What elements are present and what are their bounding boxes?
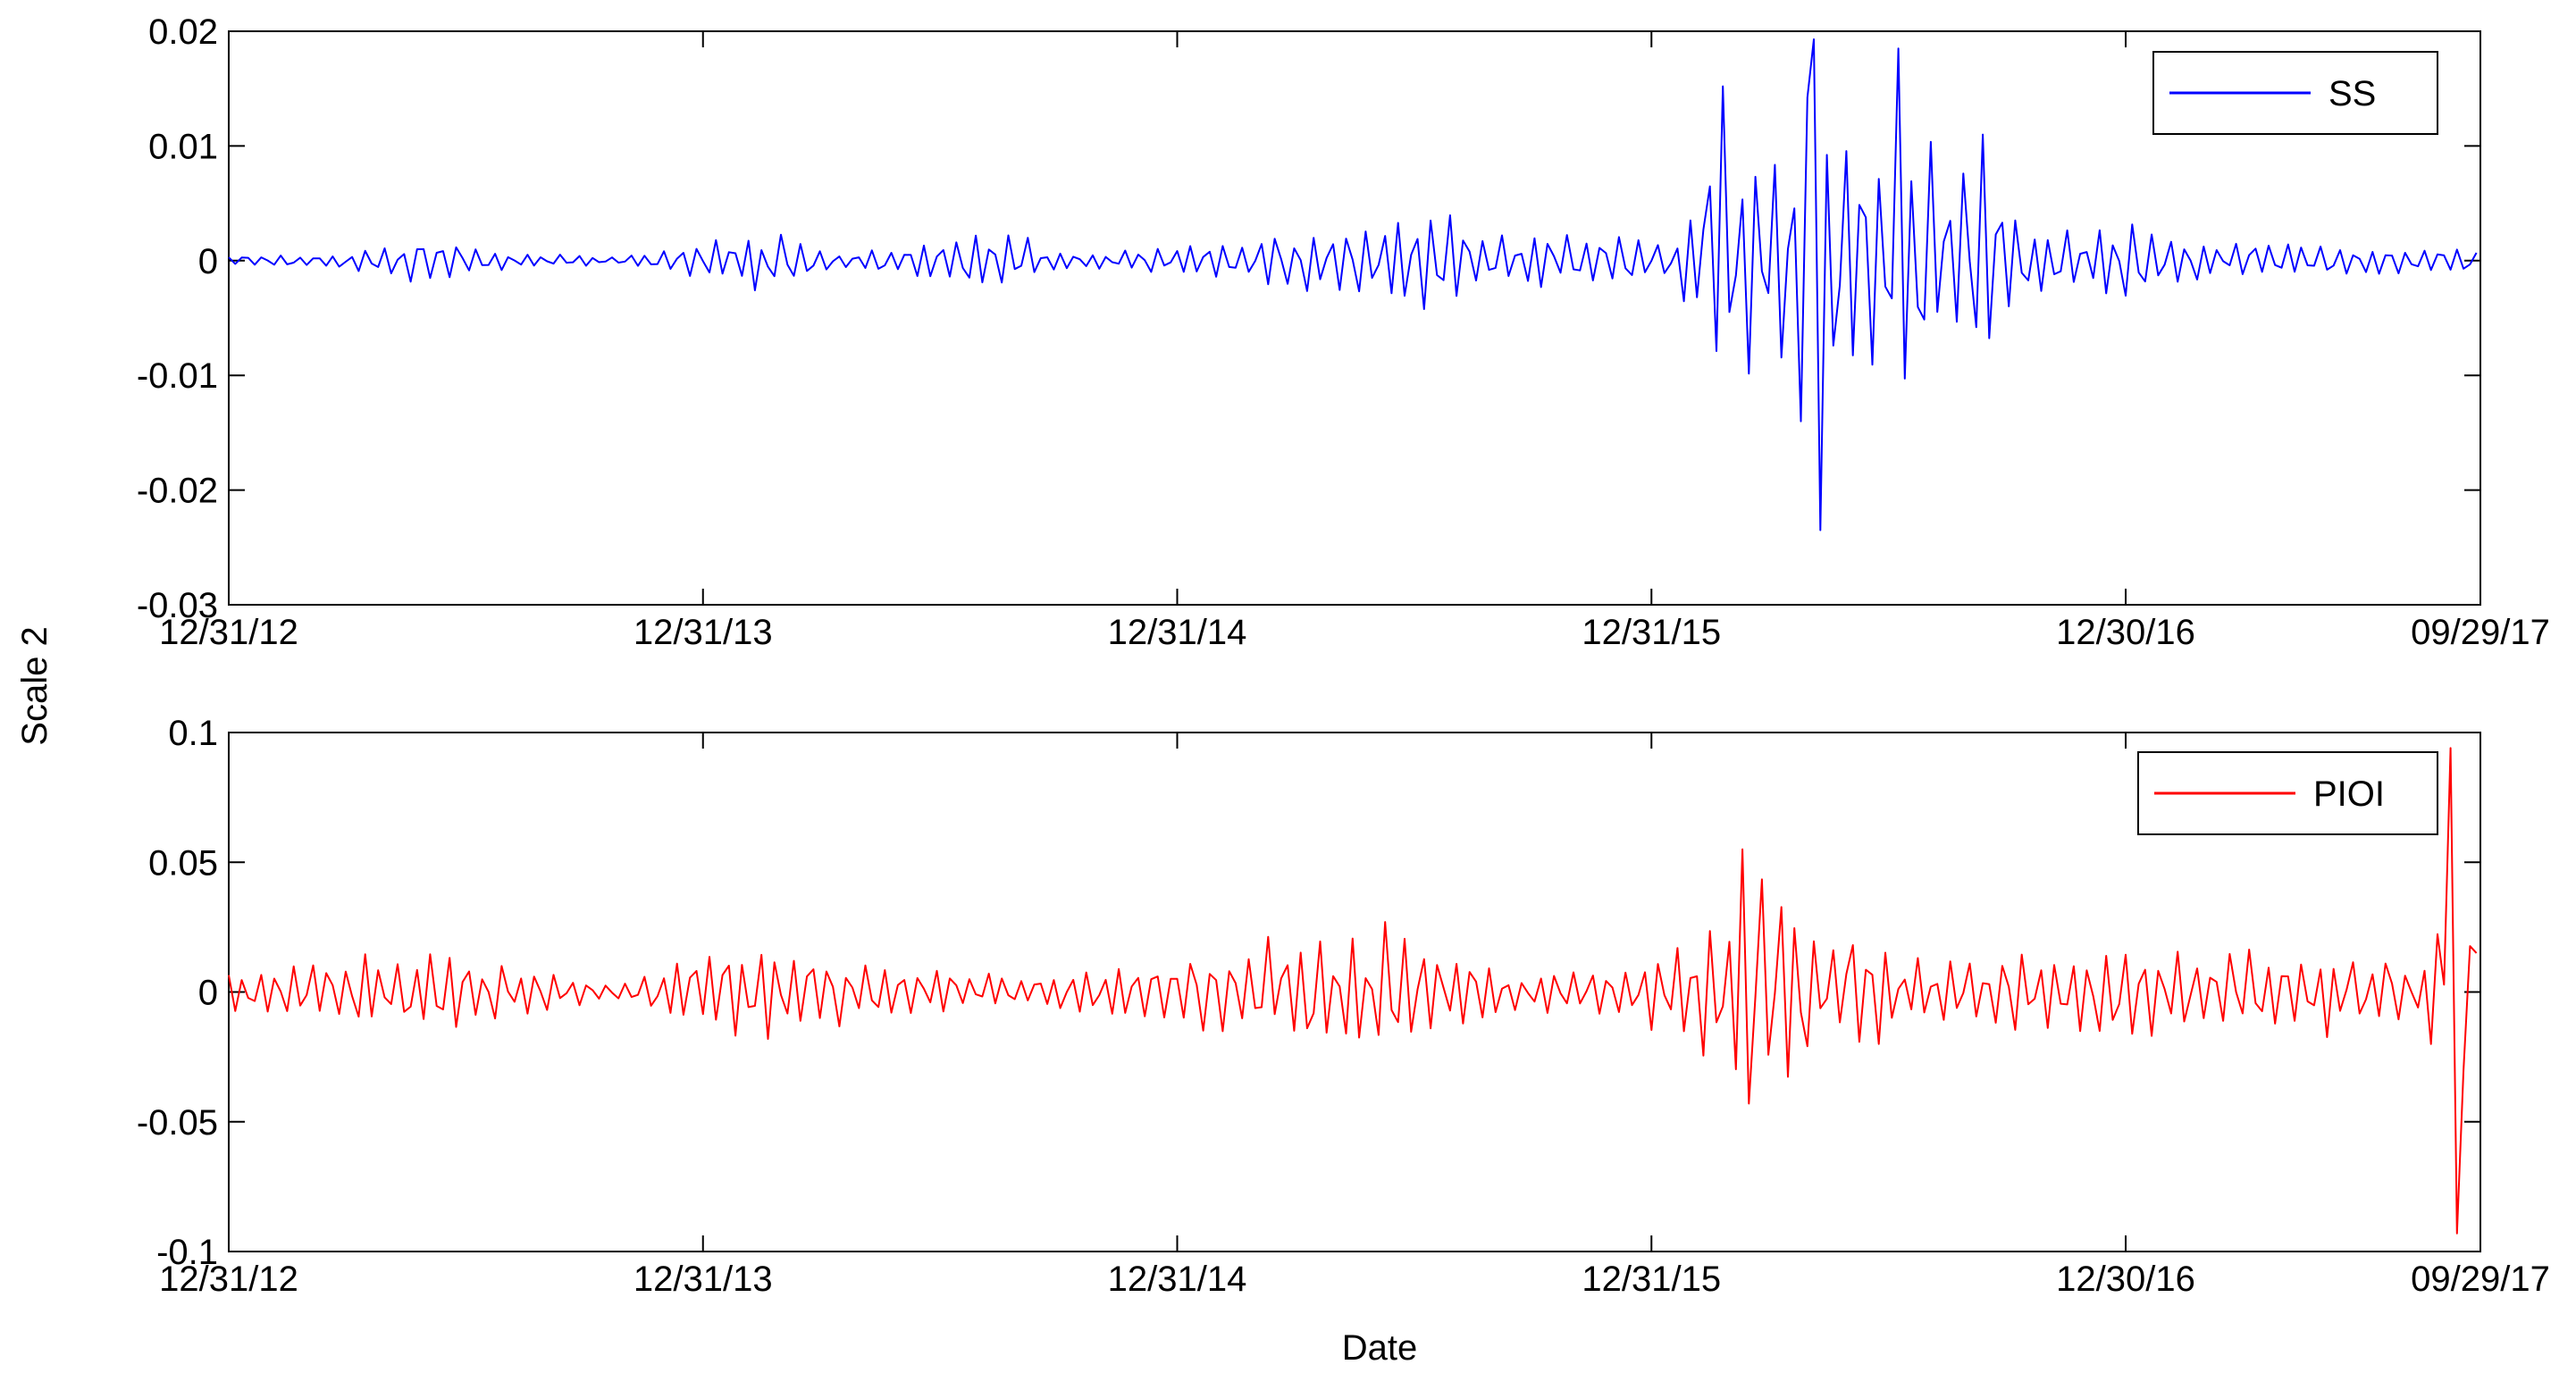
- y-tick-label: 0.02: [148, 13, 218, 52]
- pioi-legend-label: PIOI: [2313, 774, 2385, 814]
- y-axis-title: Scale 2: [15, 626, 55, 745]
- y-tick-label: -0.02: [137, 472, 218, 511]
- bottom-y-axis: 0.1 0.05 0 -0.05 -0.1: [137, 714, 2480, 1272]
- x-tick-label: 12/31/14: [1108, 1260, 1247, 1299]
- y-tick-label: -0.1: [156, 1233, 218, 1272]
- x-tick-label: 12/31/12: [159, 1260, 298, 1299]
- x-tick-label: 09/29/17: [2411, 1260, 2550, 1299]
- y-tick-label: 0.05: [148, 843, 218, 883]
- x-tick-label: 12/30/16: [2056, 613, 2195, 652]
- x-tick-label: 12/31/15: [1582, 613, 1721, 652]
- x-tick-label: 12/31/13: [634, 613, 773, 652]
- x-tick-label: 09/29/17: [2411, 613, 2550, 652]
- y-tick-label: 0: [198, 974, 218, 1013]
- top-x-axis: 12/31/12 12/31/13 12/31/14 12/31/15 12/30/16…: [159, 31, 2550, 652]
- y-tick-label: -0.01: [137, 356, 218, 396]
- ss-series-line: [228, 38, 2478, 532]
- top-panel: 0.020.010-0.01-0.02-0.03 12/31/12 12/31/1…: [137, 13, 2550, 652]
- top-y-axis: 0.02 0.01 0 -0.01 -0.02 -0.03: [137, 13, 2480, 625]
- x-tick-label: 12/31/12: [159, 613, 298, 652]
- ss-legend-label: SS: [2328, 74, 2376, 113]
- top-plot-frame: [228, 30, 2481, 606]
- bottom-x-axis: 12/31/12 12/31/13 12/31/14 12/31/15 12/30/16…: [159, 733, 2550, 1299]
- x-tick-label: 12/30/16: [2056, 1260, 2195, 1299]
- pioi-series-line: [228, 747, 2478, 1235]
- y-tick-label: -0.05: [137, 1103, 218, 1143]
- x-tick-label: 12/31/15: [1582, 1260, 1721, 1299]
- y-tick-label: 0.01: [148, 127, 218, 166]
- bottom-legend: PIOI: [2137, 751, 2438, 835]
- y-tick-label: 0: [198, 242, 218, 281]
- bottom-panel: 0.10.050-0.05-0.1 12/31/12 12/31/13 12/31/…: [137, 714, 2550, 1299]
- top-legend: SS: [2152, 51, 2438, 135]
- x-tick-label: 12/31/14: [1108, 613, 1247, 652]
- x-axis-title: Date: [1342, 1328, 1418, 1368]
- y-tick-label: -0.03: [137, 586, 218, 625]
- y-tick-label: 0.1: [168, 714, 218, 753]
- x-tick-label: 12/31/13: [634, 1260, 773, 1299]
